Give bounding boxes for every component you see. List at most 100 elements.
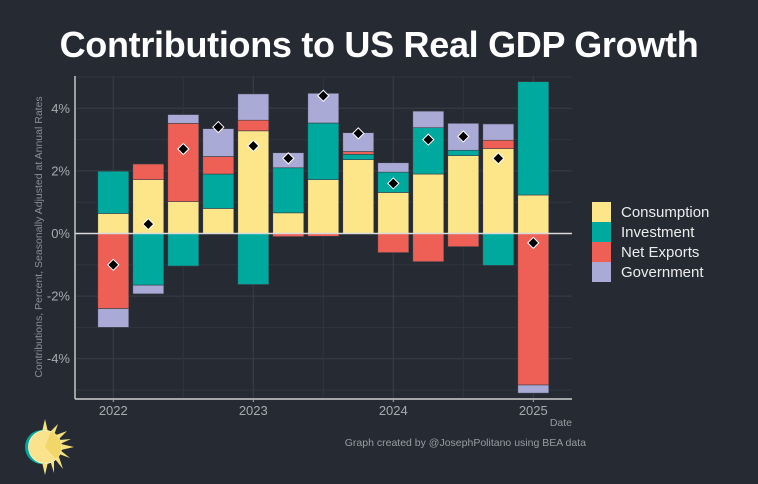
y-tick-labels: -4% -2% 0% 2% 4% bbox=[47, 101, 71, 366]
x-tick-labels: 2022 2023 2024 2025 bbox=[99, 399, 548, 418]
bar-investment-2025Q1 bbox=[517, 81, 550, 196]
bar-investment-2024Q3 bbox=[447, 149, 480, 156]
bar-net-exports-2024Q4 bbox=[482, 139, 515, 149]
chart-title: Contributions to US Real GDP Growth bbox=[59, 24, 699, 65]
bar-stack-2023Q3 bbox=[307, 92, 340, 237]
total-growth-marker-2023Q3 bbox=[317, 89, 330, 102]
bar-consumption-2022Q4 bbox=[202, 208, 235, 234]
total-growth-marker-2023Q1 bbox=[247, 139, 260, 153]
legend-swatch bbox=[592, 202, 611, 222]
bar-stack-2025Q1 bbox=[517, 81, 550, 394]
bar-government-2024Q1 bbox=[377, 162, 410, 173]
legend-swatch bbox=[592, 222, 611, 242]
bar-investment-2022Q3 bbox=[167, 233, 200, 267]
bar-net-exports-2022Q2 bbox=[132, 163, 165, 180]
bar-investment-2024Q4 bbox=[482, 233, 515, 266]
x-tick-label: 2023 bbox=[239, 403, 268, 418]
bar-stack-2022Q4 bbox=[202, 128, 235, 234]
bar-net-exports-2022Q4 bbox=[202, 156, 235, 175]
legend-item-net-exports: Net Exports bbox=[592, 242, 709, 262]
bar-government-2022Q2 bbox=[132, 284, 165, 295]
bar-consumption-2024Q3 bbox=[447, 155, 480, 234]
bar-government-2022Q3 bbox=[167, 114, 200, 124]
bar-stack-2022Q3 bbox=[167, 114, 200, 267]
source-caption: Graph created by @JosephPolitano using B… bbox=[344, 437, 586, 449]
total-growth-marker-2023Q4 bbox=[352, 127, 365, 140]
bar-investment-2022Q1 bbox=[97, 170, 130, 214]
bar-stack-2023Q1 bbox=[237, 93, 270, 285]
bar-stack-2024Q2 bbox=[412, 110, 445, 262]
bar-government-2024Q4 bbox=[482, 123, 515, 141]
bar-consumption-2024Q1 bbox=[377, 192, 410, 234]
legend-label: Consumption bbox=[621, 203, 710, 221]
bar-consumption-2023Q3 bbox=[307, 179, 340, 234]
axes bbox=[74, 76, 572, 400]
bar-stack-2022Q1 bbox=[97, 170, 130, 328]
bar-investment-2023Q4 bbox=[342, 154, 375, 160]
sun-logo-icon bbox=[25, 419, 74, 475]
legend: Consumption Investment Net Exports Governme… bbox=[592, 202, 709, 282]
total-growth-marker-2022Q3 bbox=[177, 142, 190, 156]
bar-investment-2022Q2 bbox=[132, 233, 165, 286]
legend-label: Net Exports bbox=[621, 243, 700, 261]
bar-net-exports-2022Q1 bbox=[97, 233, 130, 309]
total-growth-marker-2022Q4 bbox=[212, 120, 225, 134]
legend-swatch bbox=[592, 242, 611, 262]
bar-net-exports-2024Q1 bbox=[377, 233, 410, 253]
total-growth-marker-2022Q1 bbox=[107, 258, 120, 272]
bars bbox=[97, 81, 550, 394]
y-tick-label: -4% bbox=[47, 351, 71, 366]
bar-investment-2023Q1 bbox=[237, 233, 270, 285]
bar-consumption-2024Q2 bbox=[412, 173, 445, 234]
total-growth-marker-2024Q2 bbox=[422, 133, 435, 146]
x-tick-label: 2025 bbox=[519, 403, 548, 418]
bar-stack-2024Q1 bbox=[377, 162, 410, 253]
bar-net-exports-2023Q1 bbox=[237, 119, 270, 132]
bar-stack-2024Q4 bbox=[482, 123, 515, 266]
bar-net-exports-2023Q4 bbox=[342, 151, 375, 155]
total-growth-marker-2023Q2 bbox=[282, 152, 295, 165]
bar-government-2022Q4 bbox=[202, 128, 235, 157]
total-growth-marker-2024Q1 bbox=[387, 177, 400, 190]
bar-government-2023Q1 bbox=[237, 93, 270, 121]
legend-label: Investment bbox=[621, 223, 695, 241]
total-growth-marker-2025Q1 bbox=[527, 236, 540, 250]
bar-net-exports-2025Q1 bbox=[517, 233, 550, 386]
total-growth-marker-2024Q4 bbox=[492, 152, 505, 165]
bar-net-exports-2024Q2 bbox=[412, 233, 445, 262]
bar-net-exports-2024Q3 bbox=[447, 233, 480, 247]
y-axis-label: Contributions, Percent, Seasonally Adjus… bbox=[33, 96, 45, 377]
x-tick-label: 2024 bbox=[379, 403, 408, 418]
x-tick-label: 2022 bbox=[99, 403, 128, 418]
bar-consumption-2023Q4 bbox=[342, 159, 375, 234]
bar-stack-2022Q2 bbox=[132, 163, 165, 295]
bar-stack-2023Q4 bbox=[342, 132, 375, 234]
bar-stack-2024Q3 bbox=[447, 123, 480, 247]
y-tick-label: 2% bbox=[51, 163, 70, 178]
y-tick-label: 0% bbox=[51, 226, 70, 241]
bar-investment-2023Q3 bbox=[307, 122, 340, 180]
legend-item-government: Government bbox=[592, 262, 709, 282]
bar-net-exports-2022Q3 bbox=[167, 123, 200, 202]
bar-government-2024Q2 bbox=[412, 110, 445, 129]
total-growth-marker-2024Q3 bbox=[457, 130, 470, 143]
bar-investment-2022Q4 bbox=[202, 173, 235, 209]
bar-investment-2023Q2 bbox=[272, 167, 305, 214]
bar-consumption-2025Q1 bbox=[517, 194, 550, 234]
legend-item-consumption: Consumption bbox=[592, 202, 709, 222]
bar-government-2025Q1 bbox=[517, 384, 550, 394]
y-tick-label: -2% bbox=[47, 289, 71, 304]
legend-swatch bbox=[592, 262, 611, 282]
bar-consumption-2022Q1 bbox=[97, 213, 130, 234]
total-growth-marker-2022Q2 bbox=[142, 217, 155, 231]
bar-stack-2023Q2 bbox=[272, 152, 305, 237]
y-tick-label: 4% bbox=[51, 101, 70, 116]
legend-label: Government bbox=[621, 263, 704, 281]
x-axis-label: Date bbox=[550, 417, 572, 429]
total-growth-markers bbox=[107, 89, 540, 272]
bar-government-2022Q1 bbox=[97, 308, 130, 328]
bar-consumption-2023Q2 bbox=[272, 212, 305, 234]
bar-consumption-2022Q3 bbox=[167, 201, 200, 234]
legend-item-investment: Investment bbox=[592, 222, 709, 242]
